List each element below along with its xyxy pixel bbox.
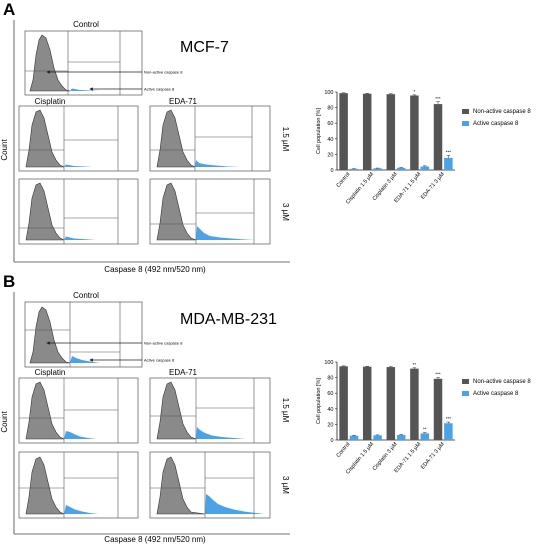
dose1-label: 1.5 µM bbox=[281, 127, 290, 152]
histogram-cisplatin-dose2 bbox=[18, 451, 139, 519]
legend-label: Active caspase 8 bbox=[473, 391, 519, 397]
gate-label-nonactive: Non-active caspase 8 bbox=[144, 341, 183, 346]
bar bbox=[420, 166, 430, 170]
bar bbox=[362, 93, 372, 170]
bar bbox=[433, 378, 443, 440]
control-label: Control bbox=[73, 20, 99, 29]
y-axis-label: Cell population [%] bbox=[316, 108, 322, 154]
significance-label: ** bbox=[423, 427, 427, 432]
gate-label-active: Active caspase 8 bbox=[144, 358, 175, 363]
y-tick-label: 80 bbox=[327, 106, 333, 112]
gate-label-active: Active caspase 8 bbox=[144, 87, 175, 92]
panel-b: B Count Caspase 8 (492 nm/520 nm) Contro… bbox=[0, 272, 290, 544]
drug1-label: Cisplatin bbox=[35, 97, 66, 106]
bar bbox=[349, 168, 359, 170]
x-axis-label: Caspase 8 (492 nm/520 nm) bbox=[104, 265, 206, 274]
histogram-eda71-dose2 bbox=[149, 178, 271, 245]
y-tick-label: 0 bbox=[330, 168, 333, 174]
y-tick-label: 40 bbox=[327, 407, 333, 413]
legend-label: Active caspase 8 bbox=[473, 121, 519, 127]
panel-letter: B bbox=[3, 272, 15, 291]
significance-label: *** bbox=[446, 150, 452, 155]
drug1-label: Cisplatin bbox=[35, 368, 66, 377]
category-label: Control bbox=[336, 171, 352, 188]
bar bbox=[349, 435, 359, 440]
histogram-control bbox=[24, 30, 143, 96]
bar bbox=[373, 435, 382, 440]
significance-label: * bbox=[414, 89, 416, 94]
histogram-cisplatin-dose1 bbox=[18, 377, 139, 444]
bar bbox=[433, 104, 443, 170]
y-axis-label: Count bbox=[0, 139, 9, 161]
bar bbox=[386, 94, 396, 170]
cell-line-label: MDA-MB-231 bbox=[180, 311, 277, 328]
y-tick-label: 100 bbox=[324, 90, 333, 96]
histogram-eda71-dose1 bbox=[149, 377, 271, 444]
bar bbox=[410, 368, 419, 440]
legend-swatch bbox=[462, 379, 469, 384]
category-label: EDA-71 3 µM bbox=[420, 171, 446, 201]
significance-label: *** bbox=[435, 96, 441, 101]
legend-label: Non-active caspase 8 bbox=[473, 379, 531, 385]
legend-swatch bbox=[462, 109, 469, 114]
y-tick-label: 20 bbox=[327, 422, 333, 428]
significance-label: *** bbox=[435, 372, 441, 377]
dose2-label: 3 µM bbox=[281, 203, 290, 221]
bar bbox=[444, 423, 453, 440]
bar bbox=[410, 95, 419, 170]
control-label: Control bbox=[73, 291, 99, 300]
y-axis-label: Count bbox=[0, 411, 9, 433]
panel-letter: A bbox=[3, 0, 15, 19]
bar bbox=[373, 168, 382, 170]
gate-label-nonactive: Non-active caspase 8 bbox=[144, 70, 183, 75]
y-tick-label: 100 bbox=[324, 360, 333, 366]
cell-line-label: MCF-7 bbox=[180, 39, 229, 56]
histogram-eda71-dose2 bbox=[149, 451, 271, 519]
y-tick-label: 60 bbox=[327, 391, 333, 397]
legend-swatch bbox=[462, 391, 469, 396]
bar bbox=[339, 93, 348, 170]
histogram-cisplatin-dose1 bbox=[18, 105, 139, 172]
significance-label: ** bbox=[413, 362, 417, 367]
bar bbox=[420, 433, 430, 440]
x-axis-label: Caspase 8 (492 nm/520 nm) bbox=[104, 535, 206, 544]
drug2-label: EDA-71 bbox=[169, 368, 198, 377]
histogram-eda71-dose1 bbox=[149, 105, 271, 172]
y-tick-label: 0 bbox=[330, 438, 333, 444]
y-axis-label: Cell population [%] bbox=[316, 378, 322, 424]
histogram-cisplatin-dose2 bbox=[18, 178, 139, 245]
legend-swatch bbox=[462, 121, 469, 126]
bar bbox=[386, 367, 396, 440]
bar bbox=[444, 157, 453, 170]
dose1-label: 1.5 µM bbox=[281, 398, 290, 423]
panel-a: A Count Caspase 8 (492 nm/520 nm) Contro… bbox=[0, 0, 290, 274]
category-label: EDA-71 3 µM bbox=[420, 441, 446, 471]
significance-label: *** bbox=[446, 416, 452, 421]
category-label: Control bbox=[336, 441, 352, 458]
bar bbox=[396, 167, 406, 170]
drug2-label: EDA-71 bbox=[169, 97, 198, 106]
y-tick-label: 80 bbox=[327, 376, 333, 382]
dose2-label: 3 µM bbox=[281, 476, 290, 494]
legend-label: Non-active caspase 8 bbox=[473, 109, 531, 115]
bar bbox=[396, 434, 406, 440]
y-tick-label: 60 bbox=[327, 121, 333, 127]
y-tick-label: 40 bbox=[327, 137, 333, 143]
bar bbox=[362, 366, 372, 440]
y-tick-label: 20 bbox=[327, 152, 333, 158]
histogram-control bbox=[24, 301, 143, 368]
bar bbox=[339, 366, 348, 440]
